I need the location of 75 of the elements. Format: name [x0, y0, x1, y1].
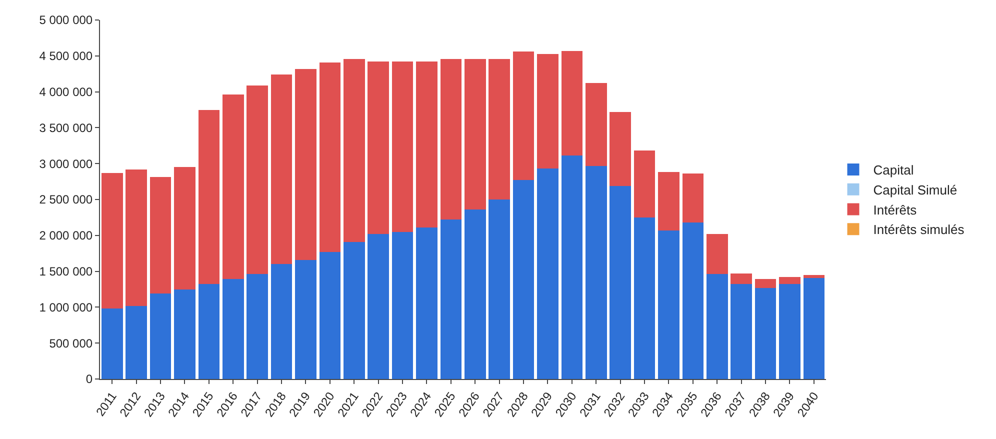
bar [174, 167, 196, 290]
bar [101, 172, 123, 309]
bar [343, 242, 365, 379]
bar [682, 174, 704, 222]
bar [561, 50, 583, 156]
bar [295, 68, 316, 260]
bar [343, 58, 365, 242]
bar [682, 222, 704, 379]
bar [368, 62, 389, 234]
bar [464, 58, 486, 210]
y-tick-label: 500 000 [49, 336, 93, 350]
bar [537, 168, 558, 379]
bar [270, 74, 292, 264]
y-tick-label: 1 000 000 [39, 300, 93, 314]
bar [610, 112, 631, 186]
bar [440, 220, 462, 379]
bar [634, 217, 656, 379]
bar [803, 274, 825, 278]
y-tick-label: 4 000 000 [39, 85, 93, 99]
bar [561, 156, 583, 379]
y-tick-label: 5 000 000 [39, 13, 93, 28]
bar [440, 58, 462, 220]
bar [126, 306, 147, 379]
y-tick-label: 3 000 000 [39, 156, 93, 171]
bar [246, 85, 268, 274]
legend-label: Intérêts [873, 202, 918, 218]
bar [150, 294, 172, 379]
bar [270, 264, 292, 379]
y-tick-label: 4 500 000 [39, 49, 93, 64]
bar [779, 277, 800, 284]
bar [488, 200, 510, 379]
bar [658, 172, 680, 230]
bar [634, 150, 656, 218]
bar [319, 252, 341, 379]
bar [585, 83, 607, 166]
bar [198, 110, 220, 284]
bar [730, 284, 752, 379]
bar [222, 279, 244, 379]
bar [198, 284, 220, 379]
bar [512, 180, 534, 379]
y-tick-label: 3 500 000 [39, 120, 93, 135]
bar [126, 169, 147, 306]
bar [779, 284, 800, 379]
bar [295, 260, 316, 379]
legend-label: Capital [873, 162, 914, 178]
bar [658, 230, 680, 379]
bar [392, 62, 414, 232]
bar [488, 58, 510, 200]
bar [464, 210, 486, 379]
bar [803, 278, 825, 379]
bar [537, 54, 558, 169]
bar [706, 234, 728, 274]
bar [174, 289, 196, 379]
bar [368, 234, 389, 379]
bar [706, 274, 728, 379]
bar [101, 308, 123, 379]
bar [512, 52, 534, 180]
y-tick-label: 1 500 000 [39, 264, 93, 278]
legend-label: Capital Simulé [873, 182, 958, 198]
bar [416, 62, 438, 228]
y-tick-label: 2 000 000 [39, 228, 93, 243]
bar [222, 94, 244, 280]
bar [246, 274, 268, 379]
bar [150, 177, 172, 294]
bar [610, 186, 631, 379]
bar [730, 273, 752, 284]
bar [585, 166, 607, 379]
y-tick-label: 0 [86, 372, 93, 386]
bar [754, 279, 776, 288]
y-tick-label: 2 500 000 [39, 192, 93, 207]
bar [416, 228, 438, 379]
bar [754, 288, 776, 379]
bar [392, 232, 414, 379]
legend-label: Intérêts simulés [873, 222, 965, 238]
bar [319, 62, 341, 252]
